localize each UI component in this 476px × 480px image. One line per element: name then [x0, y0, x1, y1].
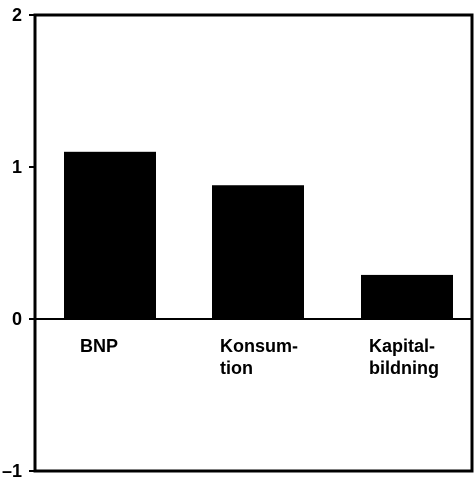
bar: [212, 185, 304, 319]
bar: [361, 274, 453, 319]
category-label: Konsum-tion: [220, 336, 298, 378]
y-tick-label: –1: [2, 461, 22, 480]
category-label: Kapital-bildning: [369, 336, 439, 378]
plot-frame: [33, 13, 474, 473]
category-label-line: tion: [220, 358, 253, 378]
category-label-line: bildning: [369, 358, 439, 378]
bar: [64, 151, 156, 319]
category-label: BNP: [80, 336, 118, 356]
y-tick-label: 0: [12, 309, 22, 329]
y-tick-label: 2: [12, 5, 22, 25]
y-tick-label: 1: [12, 157, 22, 177]
category-label-line: BNP: [80, 336, 118, 356]
category-label-line: Konsum-: [220, 336, 298, 356]
category-label-line: Kapital-: [369, 336, 435, 356]
